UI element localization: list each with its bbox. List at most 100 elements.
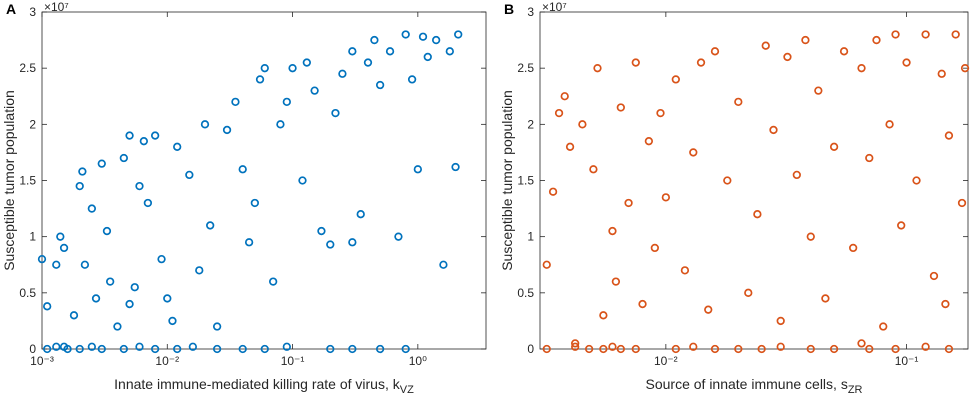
data-point bbox=[710, 344, 720, 354]
data-point bbox=[839, 47, 849, 56]
y-tick-label: 1 bbox=[527, 230, 534, 244]
data-point bbox=[865, 344, 874, 354]
plot-frame bbox=[41, 11, 487, 350]
data-point bbox=[331, 108, 340, 118]
data-point bbox=[589, 165, 598, 174]
data-point bbox=[776, 342, 785, 351]
data-point bbox=[696, 58, 706, 67]
data-point bbox=[288, 64, 297, 73]
data-point bbox=[401, 30, 410, 39]
data-point bbox=[69, 311, 79, 320]
data-point bbox=[891, 344, 900, 354]
data-point bbox=[814, 86, 823, 95]
data-point bbox=[849, 243, 858, 253]
data-point bbox=[385, 47, 395, 56]
data-point bbox=[454, 30, 463, 39]
panel-label: A bbox=[6, 1, 16, 17]
data-point bbox=[130, 283, 139, 292]
data-point bbox=[113, 322, 122, 331]
data-point bbox=[87, 342, 97, 351]
data-point bbox=[680, 266, 690, 275]
data-point bbox=[231, 97, 240, 107]
y-tick-label: 1.5 bbox=[517, 174, 534, 188]
y-scale-label: ×10⁷ bbox=[44, 0, 69, 14]
data-point bbox=[37, 254, 47, 264]
data-point bbox=[326, 344, 335, 354]
data-point bbox=[571, 339, 580, 348]
data-point bbox=[348, 47, 357, 56]
data-point bbox=[302, 58, 311, 67]
data-point bbox=[212, 344, 222, 354]
data-point bbox=[348, 238, 357, 247]
data-point bbox=[195, 266, 204, 275]
data-point bbox=[897, 221, 906, 230]
data-point bbox=[921, 30, 930, 39]
data-point bbox=[638, 299, 647, 309]
data-point bbox=[650, 243, 659, 253]
data-point bbox=[951, 30, 960, 39]
data-point bbox=[238, 165, 247, 174]
data-point bbox=[451, 162, 460, 172]
data-point bbox=[150, 131, 160, 140]
data-point bbox=[78, 167, 87, 176]
data-point bbox=[52, 260, 61, 269]
data-point bbox=[276, 120, 285, 129]
data-point bbox=[163, 294, 172, 303]
data-point bbox=[644, 137, 654, 146]
data-point bbox=[912, 176, 921, 185]
data-point bbox=[937, 69, 946, 78]
data-point bbox=[413, 165, 422, 174]
data-point bbox=[135, 181, 144, 191]
data-point bbox=[821, 294, 830, 303]
data-point bbox=[872, 35, 881, 45]
data-point bbox=[578, 120, 587, 129]
data-point bbox=[269, 277, 278, 286]
data-point bbox=[317, 226, 326, 236]
data-point bbox=[944, 344, 954, 354]
data-point bbox=[761, 41, 770, 50]
data-point bbox=[599, 311, 608, 320]
data-point bbox=[125, 299, 134, 309]
data-point bbox=[298, 176, 307, 185]
data-point bbox=[616, 103, 625, 112]
data-point bbox=[80, 260, 90, 269]
data-point bbox=[375, 80, 385, 90]
data-point bbox=[744, 288, 753, 297]
data-point bbox=[125, 131, 134, 140]
data-point bbox=[611, 277, 621, 286]
data-point bbox=[542, 260, 551, 269]
y-tick-label: 0.5 bbox=[19, 286, 36, 300]
data-point bbox=[348, 344, 357, 354]
data-point bbox=[734, 97, 743, 107]
data-point bbox=[106, 277, 115, 286]
x-tick-label: 10⁻² bbox=[155, 354, 179, 368]
data-point bbox=[548, 187, 558, 196]
data-point bbox=[806, 232, 815, 241]
data-point bbox=[631, 344, 640, 354]
data-point bbox=[326, 240, 335, 249]
data-point bbox=[616, 344, 625, 354]
data-point bbox=[661, 193, 671, 202]
data-point bbox=[734, 344, 743, 354]
data-point bbox=[418, 32, 428, 41]
data-point bbox=[282, 97, 291, 107]
data-point bbox=[542, 344, 551, 354]
data-point bbox=[689, 148, 698, 157]
data-point bbox=[97, 159, 106, 168]
data-point bbox=[769, 125, 778, 135]
y-tick-label: 2.5 bbox=[19, 61, 36, 75]
data-point bbox=[806, 344, 815, 354]
data-point bbox=[188, 342, 198, 351]
data-point bbox=[957, 198, 967, 208]
data-point bbox=[792, 170, 801, 180]
y-tick-label: 2.5 bbox=[517, 61, 534, 75]
data-point bbox=[212, 322, 222, 331]
data-point bbox=[206, 221, 215, 230]
data-point bbox=[599, 344, 608, 354]
x-tick-label: 10⁻¹ bbox=[895, 354, 919, 368]
data-point bbox=[338, 69, 347, 78]
data-point bbox=[608, 226, 617, 236]
data-point bbox=[776, 316, 785, 326]
x-axis-label: Source of innate immune cells, sZR bbox=[646, 376, 863, 396]
